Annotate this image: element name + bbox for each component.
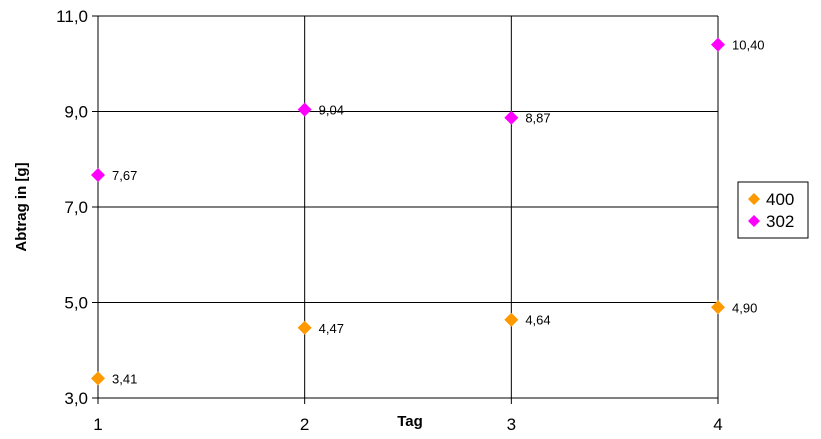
data-point-series-400 [91, 371, 105, 386]
y-tick-label: 5,0 [64, 294, 88, 313]
x-axis-title: Tag [397, 413, 423, 430]
data-point-series-400 [504, 312, 519, 327]
data-points: 3,41 4,47 4,64 4,90 7,67 9,04 8,87 10,40 [91, 37, 765, 386]
data-point-series-400 [297, 320, 312, 335]
x-tick-label: 4 [713, 415, 722, 434]
data-point-series-400 [711, 300, 725, 315]
y-tick-label: 11,0 [56, 7, 88, 26]
data-label: 3,41 [112, 371, 137, 386]
tick-labels: 3,0 5,0 7,0 9,0 11,0 1 2 3 4 [56, 7, 723, 434]
data-label: 9,04 [319, 103, 344, 118]
data-label: 4,64 [525, 313, 550, 328]
x-tick-label: 2 [300, 415, 309, 434]
data-point-series-302 [91, 168, 105, 183]
axis-layer [92, 15, 719, 404]
legend-box [737, 181, 809, 239]
legend-marker-400 [748, 193, 760, 205]
data-label: 10,40 [732, 38, 765, 53]
legend-label-302: 302 [766, 212, 794, 231]
data-label: 4,90 [732, 300, 757, 315]
data-label: 4,47 [319, 321, 344, 336]
y-axis-title: Abtrag in [g] [13, 162, 30, 251]
data-point-series-302 [711, 37, 725, 52]
x-tick-label: 3 [507, 415, 516, 434]
y-tick-label: 7,0 [64, 198, 88, 217]
legend-label-400: 400 [766, 190, 794, 209]
y-tick-label: 9,0 [64, 103, 88, 122]
grid-layer [98, 15, 719, 398]
data-label: 8,87 [525, 111, 550, 126]
data-label: 7,67 [112, 168, 137, 183]
legend-marker-302 [748, 215, 760, 227]
x-tick-label: 1 [93, 415, 102, 434]
data-point-series-302 [297, 102, 312, 117]
data-point-series-302 [504, 110, 519, 125]
y-tick-label: 3,0 [64, 389, 88, 408]
